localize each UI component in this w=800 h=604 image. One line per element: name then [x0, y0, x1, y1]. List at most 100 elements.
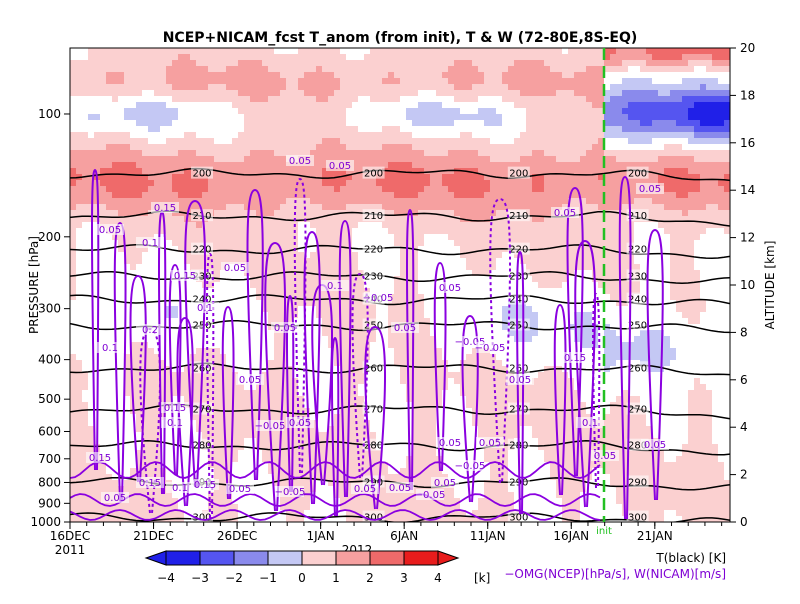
heatmap-cell — [406, 270, 413, 277]
heatmap-cell — [148, 318, 155, 325]
heatmap-cell — [172, 192, 179, 199]
heatmap-cell — [520, 102, 527, 109]
heatmap-cell — [214, 162, 221, 169]
heatmap-cell — [388, 300, 395, 307]
heatmap-cell — [394, 198, 401, 205]
heatmap-cell — [532, 240, 539, 247]
heatmap-cell — [310, 258, 317, 265]
heatmap-cell — [526, 192, 533, 199]
heatmap-cell — [388, 60, 395, 67]
heatmap-cell — [136, 204, 143, 211]
heatmap-cell — [106, 54, 113, 61]
heatmap-cell — [454, 84, 461, 91]
heatmap-cell — [712, 156, 719, 163]
heatmap-cell — [502, 240, 509, 247]
heatmap-cell — [280, 276, 287, 283]
heatmap-cell — [124, 234, 131, 241]
heatmap-cell — [322, 114, 329, 121]
heatmap-cell — [442, 156, 449, 163]
heatmap-cell — [226, 168, 233, 175]
heatmap-cell — [172, 66, 179, 73]
heatmap-cell — [124, 120, 131, 127]
heatmap-cell — [136, 132, 143, 139]
heatmap-cell — [718, 240, 725, 247]
heatmap-cell — [334, 240, 341, 247]
heatmap-cell — [640, 150, 647, 157]
heatmap-cell — [232, 66, 239, 73]
heatmap-cell — [328, 120, 335, 127]
heatmap-cell — [634, 312, 641, 319]
heatmap-cell — [136, 84, 143, 91]
heatmap-cell — [358, 96, 365, 103]
heatmap-cell — [118, 210, 125, 217]
heatmap-cell — [502, 156, 509, 163]
heatmap-cell — [124, 192, 131, 199]
heatmap-cell — [94, 252, 101, 259]
heatmap-cell — [520, 48, 527, 55]
heatmap-cell — [94, 96, 101, 103]
heatmap-cell — [610, 222, 617, 229]
heatmap-cell — [256, 150, 263, 157]
heatmap-cell — [208, 132, 215, 139]
heatmap-cell — [436, 216, 443, 223]
heatmap-cell — [658, 234, 665, 241]
heatmap-cell — [232, 294, 239, 301]
heatmap-cell — [688, 210, 695, 217]
heatmap-cell — [478, 114, 485, 121]
heatmap-cell — [70, 216, 77, 223]
heatmap-cell — [100, 312, 107, 319]
heatmap-cell — [118, 240, 125, 247]
heatmap-cell — [682, 198, 689, 205]
heatmap-cell — [478, 306, 485, 313]
heatmap-cell — [592, 102, 599, 109]
heatmap-cell — [166, 210, 173, 217]
heatmap-cell — [610, 246, 617, 253]
heatmap-cell — [340, 60, 347, 67]
heatmap-cell — [460, 180, 467, 187]
heatmap-cell — [538, 306, 545, 313]
heatmap-cell — [388, 180, 395, 187]
heatmap-cell — [424, 54, 431, 61]
heatmap-cell — [364, 144, 371, 151]
heatmap-cell — [556, 96, 563, 103]
heatmap-cell — [340, 246, 347, 253]
heatmap-cell — [388, 66, 395, 73]
heatmap-cell — [466, 276, 473, 283]
heatmap-cell — [508, 306, 515, 313]
heatmap-cell — [382, 174, 389, 181]
heatmap-cell — [634, 198, 641, 205]
heatmap-cell — [562, 312, 569, 319]
heatmap-cell — [238, 78, 245, 85]
heatmap-cell — [244, 192, 251, 199]
heatmap-cell — [238, 48, 245, 55]
heatmap-cell — [256, 198, 263, 205]
heatmap-cell — [442, 276, 449, 283]
heatmap-cell — [574, 108, 581, 115]
heatmap-cell — [310, 54, 317, 61]
heatmap-cell — [178, 108, 185, 115]
heatmap-cell — [70, 180, 77, 187]
heatmap-cell — [484, 138, 491, 145]
heatmap-cell — [580, 180, 587, 187]
heatmap-cell — [274, 126, 281, 133]
heatmap-cell — [166, 60, 173, 67]
heatmap-cell — [436, 300, 443, 307]
heatmap-cell — [406, 234, 413, 241]
heatmap-cell — [412, 78, 419, 85]
heatmap-cell — [274, 96, 281, 103]
heatmap-cell — [94, 126, 101, 133]
heatmap-cell — [376, 48, 383, 55]
heatmap-cell — [268, 210, 275, 217]
heatmap-cell — [604, 168, 611, 175]
heatmap-cell — [568, 270, 575, 277]
heatmap-cell — [478, 48, 485, 55]
heatmap-cell — [106, 78, 113, 85]
heatmap-cell — [160, 126, 167, 133]
heatmap-cell — [436, 198, 443, 205]
heatmap-cell — [664, 270, 671, 277]
heatmap-cell — [430, 240, 437, 247]
heatmap-cell — [514, 120, 521, 127]
heatmap-cell — [454, 60, 461, 67]
heatmap-cell — [706, 84, 713, 91]
heatmap-cell — [88, 60, 95, 67]
